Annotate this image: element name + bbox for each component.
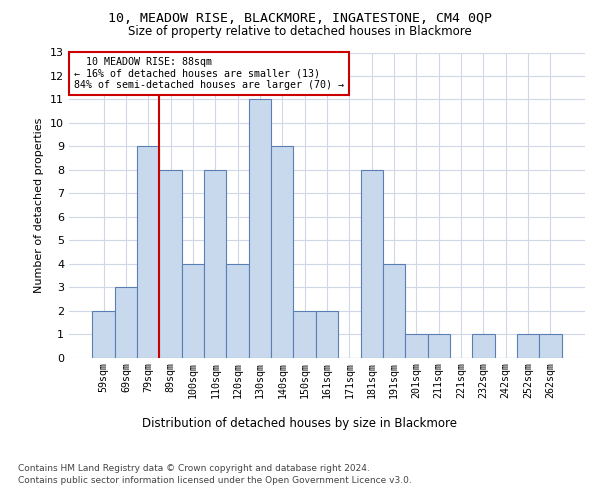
Bar — [271, 146, 293, 358]
Bar — [249, 100, 271, 358]
Text: Contains HM Land Registry data © Crown copyright and database right 2024.: Contains HM Land Registry data © Crown c… — [18, 464, 370, 473]
Bar — [472, 334, 494, 357]
Text: Distribution of detached houses by size in Blackmore: Distribution of detached houses by size … — [143, 418, 458, 430]
Bar — [316, 310, 338, 358]
Bar — [226, 264, 249, 358]
Bar — [182, 264, 204, 358]
Bar — [405, 334, 428, 357]
Text: Size of property relative to detached houses in Blackmore: Size of property relative to detached ho… — [128, 25, 472, 38]
Bar — [115, 287, 137, 358]
Bar — [428, 334, 450, 357]
Bar — [160, 170, 182, 358]
Text: 10, MEADOW RISE, BLACKMORE, INGATESTONE, CM4 0QP: 10, MEADOW RISE, BLACKMORE, INGATESTONE,… — [108, 12, 492, 26]
Bar — [204, 170, 226, 358]
Bar — [92, 310, 115, 358]
Bar — [293, 310, 316, 358]
Text: Contains public sector information licensed under the Open Government Licence v3: Contains public sector information licen… — [18, 476, 412, 485]
Bar — [383, 264, 405, 358]
Y-axis label: Number of detached properties: Number of detached properties — [34, 118, 44, 292]
Bar — [539, 334, 562, 357]
Bar — [137, 146, 160, 358]
Text: 10 MEADOW RISE: 88sqm
← 16% of detached houses are smaller (13)
84% of semi-deta: 10 MEADOW RISE: 88sqm ← 16% of detached … — [74, 57, 344, 90]
Bar — [361, 170, 383, 358]
Bar — [517, 334, 539, 357]
